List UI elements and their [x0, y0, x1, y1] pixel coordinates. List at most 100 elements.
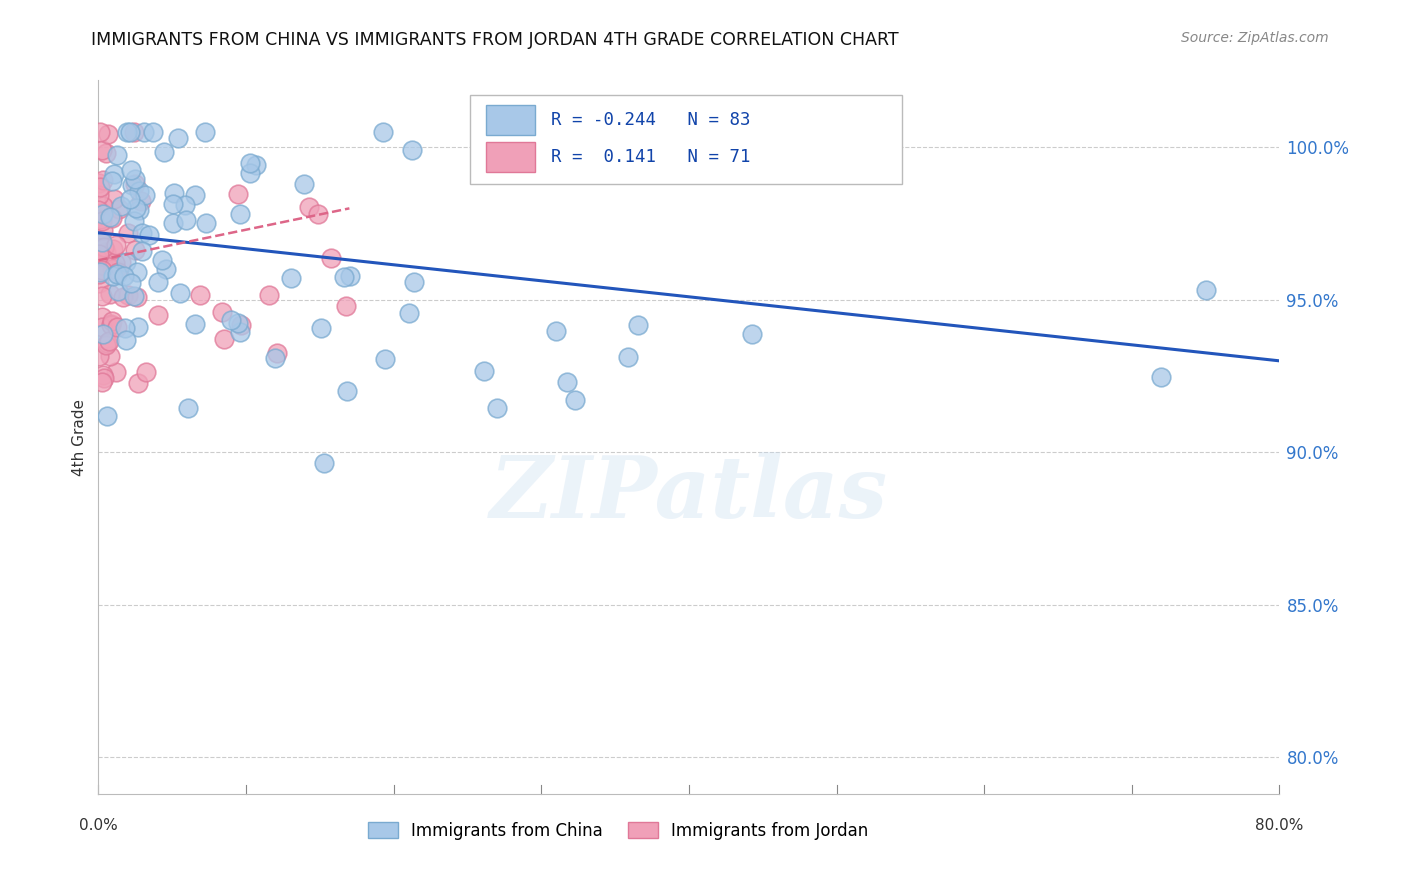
Point [90, 143, 112, 157]
Point [114, 321, 136, 335]
Point [101, 269, 124, 284]
Point [87, 250, 110, 264]
Point [146, 276, 169, 290]
Point [142, 125, 165, 139]
Point [212, 332, 235, 346]
Point [138, 228, 160, 243]
Point [107, 284, 129, 298]
Point [122, 289, 145, 303]
Point [173, 198, 195, 212]
Point [90, 319, 112, 334]
Point [90, 289, 112, 303]
Point [101, 174, 124, 188]
Point [117, 226, 139, 240]
Point [104, 237, 127, 252]
Point [312, 456, 335, 470]
Point [169, 285, 191, 300]
Point [319, 252, 342, 266]
Point [124, 243, 146, 257]
Point [108, 202, 131, 216]
Point [374, 352, 396, 367]
Point [135, 365, 157, 379]
Point [146, 308, 169, 322]
Point [94, 337, 117, 351]
Point [117, 288, 139, 302]
Point [309, 321, 332, 335]
Point [231, 318, 253, 332]
Point [118, 192, 141, 206]
Point [115, 255, 138, 269]
Point [110, 199, 132, 213]
Point [87, 276, 110, 290]
Point [127, 376, 149, 390]
Point [155, 261, 177, 276]
Text: R = -0.244   N = 83: R = -0.244 N = 83 [551, 112, 751, 129]
Point [100, 318, 122, 333]
Point [129, 194, 152, 209]
Point [89, 267, 111, 281]
Point [87, 203, 110, 218]
Point [1150, 369, 1173, 384]
Point [104, 256, 127, 270]
Point [264, 351, 287, 365]
Point [87, 176, 110, 190]
Point [105, 365, 128, 379]
Point [124, 172, 146, 186]
Point [167, 131, 190, 145]
Point [555, 376, 578, 390]
Point [120, 125, 142, 139]
Point [219, 313, 242, 327]
FancyBboxPatch shape [486, 105, 536, 136]
Point [114, 333, 136, 347]
Point [97, 127, 120, 141]
Point [239, 155, 262, 169]
Text: IMMIGRANTS FROM CHINA VS IMMIGRANTS FROM JORDAN 4TH GRADE CORRELATION CHART: IMMIGRANTS FROM CHINA VS IMMIGRANTS FROM… [91, 31, 898, 49]
Point [103, 167, 125, 181]
Point [184, 318, 207, 332]
Point [107, 265, 129, 279]
Point [91, 368, 114, 382]
Point [128, 184, 150, 198]
Point [332, 270, 354, 285]
Point [131, 244, 153, 259]
Point [177, 401, 200, 415]
Point [229, 206, 252, 220]
Point [93, 241, 115, 255]
Point [404, 275, 426, 289]
Point [101, 242, 124, 256]
Point [110, 255, 132, 269]
Point [124, 177, 146, 191]
Point [91, 173, 114, 187]
Point [339, 269, 361, 284]
Point [472, 364, 495, 378]
Point [127, 320, 149, 334]
Point [122, 214, 145, 228]
Point [98, 286, 121, 301]
Point [98, 211, 121, 225]
Point [280, 271, 302, 285]
Point [93, 370, 115, 384]
Point [91, 235, 114, 249]
Point [546, 324, 568, 338]
Point [105, 320, 128, 334]
Point [120, 163, 142, 178]
Point [336, 384, 359, 399]
Point [101, 262, 124, 277]
Point [89, 349, 111, 363]
Point [485, 401, 508, 415]
Point [93, 223, 115, 237]
Point [163, 186, 186, 201]
Point [115, 125, 138, 139]
Point [335, 299, 357, 313]
Point [90, 262, 112, 277]
Point [307, 207, 329, 221]
Point [257, 287, 280, 301]
Point [183, 188, 205, 202]
Point [1195, 283, 1218, 297]
Text: 0.0%: 0.0% [79, 819, 118, 833]
Point [89, 179, 111, 194]
Point [194, 125, 217, 139]
Point [91, 214, 114, 228]
Point [125, 290, 148, 304]
Text: 80.0%: 80.0% [1256, 819, 1303, 833]
